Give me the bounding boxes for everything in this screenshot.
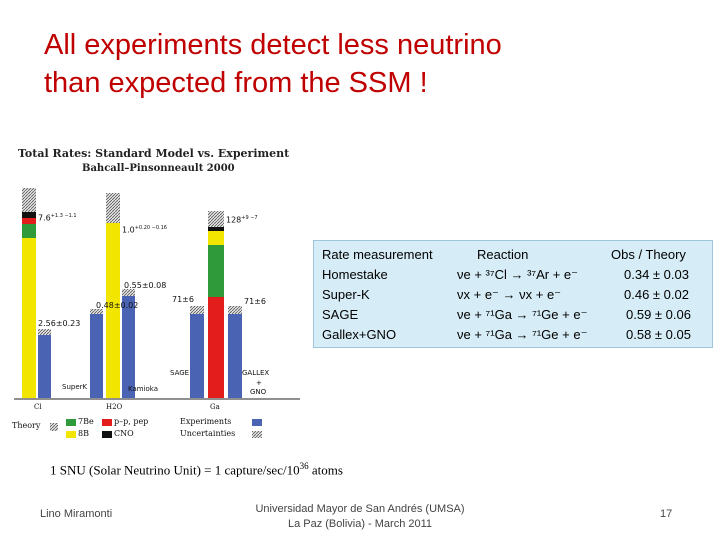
legend-uncert-swatch (252, 431, 262, 438)
row-name: SAGE (322, 307, 359, 322)
legend-pp-swatch (102, 419, 112, 426)
bar-gallex (228, 313, 242, 398)
legend-pp: p–p, pep (114, 417, 149, 426)
bar-ga-cno (208, 227, 224, 231)
bar-ga-b8 (208, 231, 224, 245)
row-ratio: 0.58 ± 0.05 (626, 327, 691, 342)
gallex-plus: + (256, 379, 262, 387)
bar-ga-uncert (208, 211, 224, 227)
legend-cno-swatch (102, 431, 112, 438)
bar-ga-be7 (208, 245, 224, 297)
footer-author: Lino Miramonti (40, 508, 113, 520)
bar-ga-exp (190, 306, 242, 398)
bar-cl-experiment (38, 335, 51, 398)
legend-be7-swatch (66, 419, 76, 426)
legend-b8: 8B (78, 429, 89, 438)
figure-title: Total Rates: Standard Model vs. Experime… (18, 147, 290, 160)
ga-theory-label: 128+9 −7 (226, 215, 258, 225)
legend-b8-swatch (66, 431, 76, 438)
row-ratio: 0.34 ± 0.03 (624, 267, 689, 282)
figure-subtitle: Bahcall–Pinsonneault 2000 (82, 163, 235, 174)
bar-h2o-uncert (106, 193, 120, 223)
bar-cl-be7 (22, 224, 36, 238)
bar-cl-uncert (22, 188, 36, 212)
h2o-theory-label: 1.0+0.20 −0.16 (122, 225, 167, 235)
slide-title: All experiments detect less neutrino tha… (44, 26, 664, 102)
header-rate: Rate measurement (322, 247, 433, 262)
x-label-ga: Ga (210, 403, 220, 411)
bar-h2o-exp (90, 289, 135, 398)
bar-superk (90, 313, 103, 398)
row-ratio: 0.46 ± 0.02 (624, 287, 689, 302)
bar-h2o-b8 (106, 223, 120, 398)
bar-cl-exp (38, 329, 51, 398)
rates-figure: Total Rates: Standard Model vs. Experime… (10, 143, 306, 443)
legend-experiments: Experiments (180, 417, 232, 426)
slide-title-line-1: All experiments detect less neutrino (44, 29, 502, 61)
bar-cl-cno (22, 212, 36, 218)
superk-name: SuperK (62, 383, 88, 391)
legend-theory: Theory (12, 421, 41, 430)
sage-exp-label: 71±6 (172, 295, 194, 304)
results-table: Rate measurement Reaction Obs / Theory H… (313, 240, 713, 348)
gallex-exp-label: 71±6 (244, 297, 266, 306)
cl-exp-label: 2.56±0.23 (38, 319, 81, 328)
snu-footnote: 1 SNU (Solar Neutrino Unit) = 1 capture/… (50, 461, 343, 478)
kamioka-name: Kamioka (128, 385, 159, 393)
row-reaction: νe + ³⁷Cl → ³⁷Ar + e⁻ (457, 267, 579, 282)
legend-cno: CNO (114, 429, 134, 438)
gallex-name: GALLEX (242, 369, 270, 377)
bar-cl-theory (22, 188, 36, 398)
legend-uncertainties: Uncertainties (180, 429, 236, 438)
bar-ga-theory (208, 211, 224, 398)
gno-name: GNO (250, 388, 267, 396)
bar-cl-pp (22, 218, 36, 224)
row-reaction: νe + ⁷¹Ga → ⁷¹Ge + e⁻ (457, 307, 588, 322)
bar-h2o-theory (106, 193, 120, 398)
legend-theory-swatch (50, 423, 58, 431)
page-number: 17 (660, 508, 673, 520)
bar-cl-b8 (22, 238, 36, 398)
slide-title-line-2: than expected from the SSM ! (44, 67, 428, 99)
legend-exp-swatch (252, 419, 262, 426)
footer-venue-line-2: La Paz (Bolivia) - March 2011 (287, 518, 433, 530)
rates-chart (14, 188, 300, 438)
x-label-cl: Cl (34, 403, 42, 411)
row-reaction: νx + e⁻ → νx + e⁻ (457, 287, 562, 302)
header-reaction: Reaction (477, 247, 529, 262)
row-ratio: 0.59 ± 0.06 (626, 307, 691, 322)
x-label-h2o: H2O (106, 403, 123, 411)
footer-venue-line-1: Universidad Mayor de San Andrés (UMSA) (255, 503, 465, 515)
bar-kamioka (122, 295, 135, 398)
footer-venue: Universidad Mayor de San Andrés (UMSA) L… (240, 502, 480, 532)
sage-name: SAGE (170, 369, 190, 377)
kamioka-exp-label: 0.55±0.08 (124, 281, 167, 290)
legend-be7: 7Be (78, 417, 94, 426)
row-reaction: νe + ⁷¹Ga → ⁷¹Ge + e⁻ (457, 327, 588, 342)
superk-exp-label: 0.48±0.02 (96, 301, 139, 310)
bar-ga-pp (208, 297, 224, 398)
cl-theory-label: 7.6+1.3 −1.1 (38, 213, 77, 223)
row-name: Homestake (322, 267, 388, 282)
row-name: Super-K (322, 287, 370, 302)
header-ratio: Obs / Theory (611, 247, 686, 262)
row-name: Gallex+GNO (322, 327, 397, 342)
bar-sage (190, 313, 204, 398)
